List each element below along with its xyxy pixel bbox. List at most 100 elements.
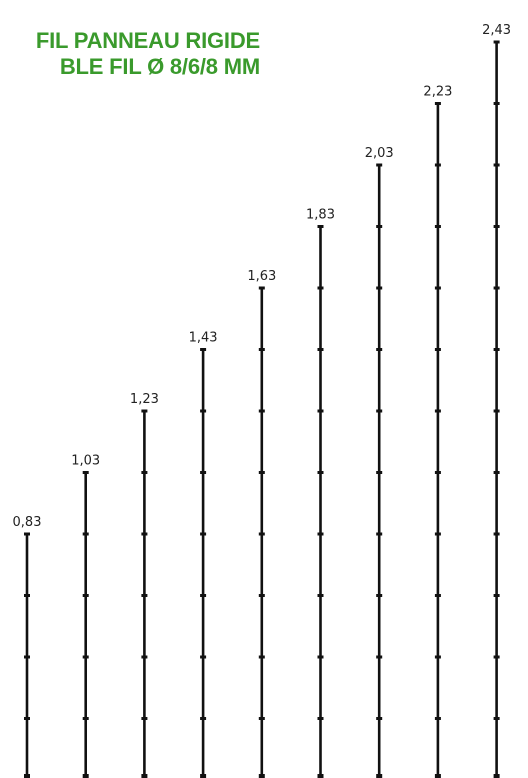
post-6: 1,83 [306, 208, 335, 778]
wire-junction-marker [434, 655, 441, 659]
panel-title-line-1: FIL PANNEAU RIGIDE [35, 28, 260, 53]
wire-junction-marker [258, 655, 265, 659]
wire-junction-marker [493, 102, 500, 105]
wire-junction-marker [493, 594, 500, 597]
post-height-label: 2,03 [365, 146, 394, 161]
wire-junction-marker [317, 717, 324, 720]
wire-junction-marker [258, 594, 265, 597]
wire-junction-marker [434, 717, 441, 720]
wire-junction-marker [434, 409, 441, 413]
wire-junction-marker [493, 225, 500, 228]
wire-junction-marker [493, 409, 500, 413]
wire-junction-marker [200, 717, 207, 720]
wire-junction-marker [376, 655, 383, 659]
post-bottom-marker [317, 774, 324, 778]
wire-junction-marker [317, 655, 324, 659]
post-bottom-marker [82, 774, 89, 778]
post-top-cap [24, 532, 30, 536]
wire-junction-marker [493, 348, 500, 351]
post-bottom-marker [24, 774, 30, 778]
wire-junction-marker [434, 163, 441, 167]
wire-junction-marker [141, 717, 148, 720]
wire-junction-marker [376, 286, 383, 290]
post-bottom-marker [258, 774, 265, 778]
wire-junction-marker [82, 594, 89, 597]
wire-junction-marker [24, 594, 30, 597]
post-4: 1,43 [189, 331, 218, 778]
panel-title: FIL PANNEAU RIGIDE BLE FIL Ø 8/6/8 MM [36, 28, 260, 80]
wire-junction-marker [376, 348, 383, 351]
wire-junction-marker [200, 594, 207, 597]
wire-junction-marker [141, 471, 148, 474]
wire-junction-marker [258, 532, 265, 536]
wire-junction-marker [434, 286, 441, 290]
wire-junction-marker [493, 286, 500, 290]
post-height-label: 2,43 [482, 23, 511, 38]
post-top-cap [317, 225, 324, 228]
post-top-cap [200, 348, 207, 351]
wire-junction-marker [434, 594, 441, 597]
post-height-label: 0,83 [13, 515, 42, 530]
post-7: 2,03 [365, 146, 394, 778]
wire-junction-marker [493, 532, 500, 536]
wire-junction-marker [24, 655, 30, 659]
post-top-cap [258, 286, 265, 290]
wire-junction-marker [434, 348, 441, 351]
post-bottom-marker [434, 774, 441, 778]
wire-junction-marker [82, 532, 89, 536]
wire-junction-marker [493, 655, 500, 659]
wire-junction-marker [493, 471, 500, 474]
post-1: 0,83 [13, 515, 42, 778]
wire-junction-marker [141, 594, 148, 597]
post-height-label: 1,43 [189, 331, 218, 346]
wire-junction-marker [141, 655, 148, 659]
wire-junction-marker [493, 163, 500, 167]
post-bottom-marker [376, 774, 383, 778]
wire-junction-marker [493, 717, 500, 720]
wire-junction-marker [258, 348, 265, 351]
post-height-label: 1,63 [247, 269, 276, 284]
wire-junction-marker [317, 409, 324, 413]
wire-junction-marker [376, 471, 383, 474]
post-height-label: 1,23 [130, 392, 159, 407]
post-height-label: 1,03 [71, 454, 100, 469]
wire-junction-marker [258, 471, 265, 474]
post-height-label: 1,83 [306, 208, 335, 223]
wire-junction-marker [141, 532, 148, 536]
post-top-cap [376, 163, 383, 167]
post-top-cap [82, 471, 89, 474]
wire-junction-marker [82, 655, 89, 659]
post-bottom-marker [200, 774, 207, 778]
wire-junction-marker [258, 717, 265, 720]
wire-junction-marker [376, 409, 383, 413]
wire-junction-marker [82, 717, 89, 720]
post-top-cap [493, 40, 500, 44]
post-top-cap [434, 102, 441, 105]
wire-junction-marker [376, 717, 383, 720]
post-2: 1,03 [71, 454, 100, 778]
wire-junction-marker [200, 471, 207, 474]
post-top-cap [141, 409, 148, 413]
wire-junction-marker [200, 532, 207, 536]
post-9: 2,43 [482, 23, 511, 778]
wire-junction-marker [200, 409, 207, 413]
wire-junction-marker [317, 348, 324, 351]
wire-junction-marker [317, 471, 324, 474]
panel-title-line-2: BLE FIL Ø 8/6/8 MM [59, 54, 260, 79]
wire-junction-marker [376, 594, 383, 597]
wire-junction-marker [376, 532, 383, 536]
post-5: 1,63 [247, 269, 276, 778]
wire-junction-marker [434, 532, 441, 536]
wire-junction-marker [317, 594, 324, 597]
wire-junction-marker [434, 225, 441, 228]
post-3: 1,23 [130, 392, 159, 778]
wire-junction-marker [24, 717, 30, 720]
wire-junction-marker [376, 225, 383, 228]
wire-junction-marker [317, 286, 324, 290]
wire-junction-marker [317, 532, 324, 536]
wire-junction-marker [434, 471, 441, 474]
post-bottom-marker [141, 774, 148, 778]
wire-junction-marker [258, 409, 265, 413]
post-8: 2,23 [423, 85, 452, 778]
